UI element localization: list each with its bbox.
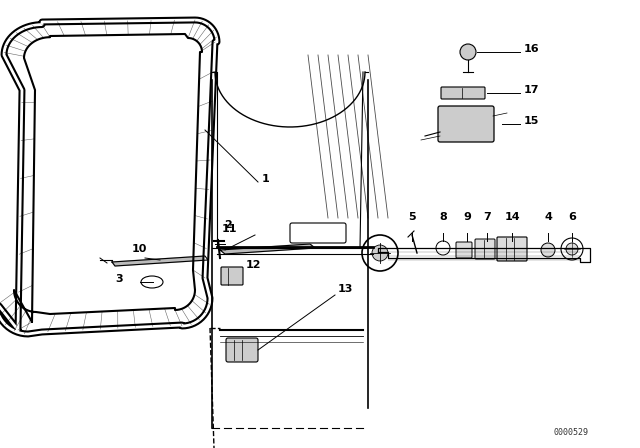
Text: 2: 2 [224, 220, 232, 230]
Text: 6: 6 [568, 212, 576, 222]
Text: 11: 11 [222, 224, 237, 234]
Text: 9: 9 [463, 212, 471, 222]
FancyBboxPatch shape [290, 223, 346, 243]
Text: 14: 14 [504, 212, 520, 222]
Text: 13: 13 [338, 284, 353, 294]
FancyBboxPatch shape [221, 267, 243, 285]
Text: 5: 5 [408, 212, 416, 222]
FancyBboxPatch shape [226, 338, 258, 362]
Circle shape [541, 243, 555, 257]
FancyBboxPatch shape [438, 106, 494, 142]
Circle shape [372, 245, 388, 261]
Text: 7: 7 [483, 212, 491, 222]
Circle shape [436, 241, 450, 255]
Circle shape [561, 238, 583, 260]
Text: 15: 15 [524, 116, 540, 126]
Ellipse shape [141, 276, 163, 288]
Circle shape [566, 243, 578, 255]
Polygon shape [112, 256, 208, 266]
Text: 17: 17 [524, 85, 540, 95]
FancyBboxPatch shape [497, 237, 527, 261]
Text: 4: 4 [544, 212, 552, 222]
Text: 10: 10 [132, 244, 147, 254]
Text: 1: 1 [262, 174, 269, 184]
Text: 0000529: 0000529 [553, 427, 588, 436]
FancyBboxPatch shape [456, 242, 472, 258]
Text: 16: 16 [524, 44, 540, 54]
Text: 3: 3 [115, 274, 123, 284]
Text: 12: 12 [246, 260, 262, 270]
Circle shape [460, 44, 476, 60]
Circle shape [362, 235, 398, 271]
Text: 8: 8 [439, 212, 447, 222]
Polygon shape [220, 244, 315, 254]
FancyBboxPatch shape [475, 239, 495, 259]
FancyBboxPatch shape [441, 87, 485, 99]
